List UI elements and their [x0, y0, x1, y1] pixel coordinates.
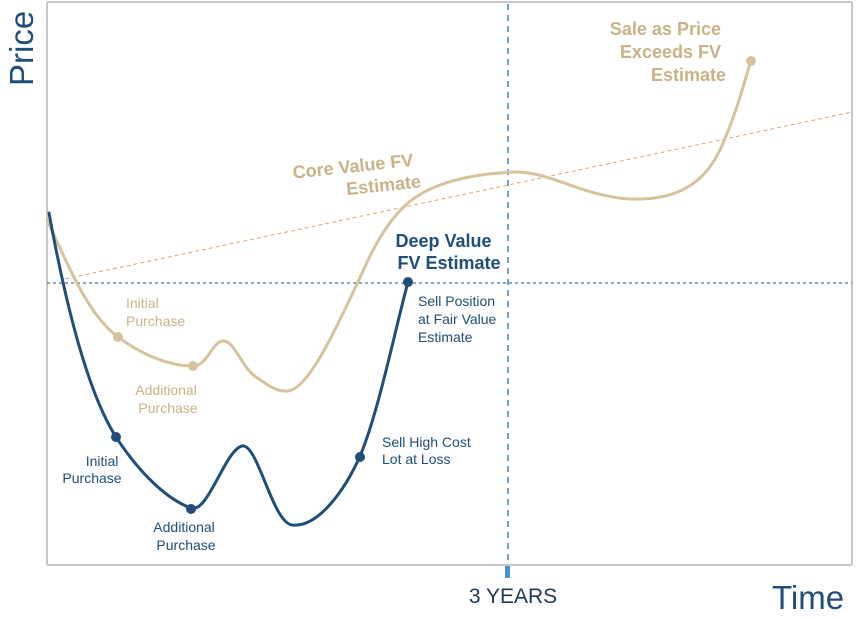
core-initial-purchase-point — [113, 332, 123, 342]
core-sale-point — [746, 56, 756, 66]
deep-value-curve — [47, 211, 410, 527]
deep-sell-loss-point — [355, 452, 365, 462]
core-additional-purchase-label: Additional Purchase — [135, 382, 200, 416]
core-value-estimate-label: Core Value FV Estimate — [292, 149, 422, 204]
x-axis-label: Time — [772, 579, 844, 616]
core-additional-purchase-point — [188, 361, 198, 371]
three-year-tick — [505, 566, 510, 578]
core-sale-label: Sale as Price Exceeds FV Estimate — [610, 19, 726, 85]
y-axis-label: Price — [3, 11, 40, 86]
deep-sell-loss-label: Sell High Cost Lot at Loss — [382, 434, 475, 467]
core-initial-purchase-label: Initial Purchase — [126, 295, 185, 329]
three-year-label: 3 YEARS — [469, 585, 557, 608]
core-value-curve — [45, 58, 753, 393]
deep-additional-purchase-point — [186, 504, 196, 514]
deep-initial-purchase-point — [111, 432, 121, 442]
deep-value-estimate-label: Deep Value FV Estimate — [395, 231, 500, 273]
core-value-fv-line — [64, 111, 853, 280]
deep-sell-fv-label: Sell Position at Fair Value Estimate — [418, 293, 500, 345]
deep-initial-purchase-label: Initial Purchase — [62, 453, 122, 486]
deep-sell-fv-point — [403, 277, 413, 287]
deep-additional-purchase-label: Additional Purchase — [153, 519, 218, 553]
